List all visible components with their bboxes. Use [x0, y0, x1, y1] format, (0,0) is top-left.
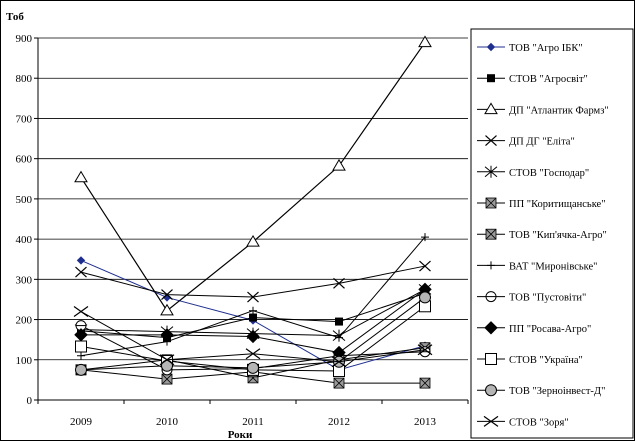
legend-label: ВАТ "Миронівське" [509, 261, 597, 272]
data-point-marker [487, 74, 495, 83]
data-point-marker [333, 277, 345, 289]
data-point-marker [484, 165, 498, 178]
legend-entry: СТОВ "Господар" [477, 165, 589, 179]
data-point-marker [247, 291, 259, 303]
y-tick-label: 500 [16, 194, 33, 206]
y-tick-label: 700 [16, 113, 33, 125]
legend: ТОВ "Агро ІБК" СТОВ "Агросвіт" ДП "Атланти… [477, 42, 609, 428]
data-point-marker [76, 256, 86, 265]
series-10 [74, 282, 432, 360]
axes: 0 100 200 300 400 500 600 700 800 900 2009 2010 2011… [16, 33, 469, 428]
legend-entry: ТОВ "Пустовіти" [477, 291, 586, 304]
legend-entry: СТОВ "Зоря" [477, 415, 569, 428]
data-point-marker [484, 102, 498, 115]
data-point-marker [485, 384, 497, 397]
data-point-marker [75, 266, 87, 278]
y-tick-label: 400 [16, 234, 33, 246]
data-point-marker [485, 197, 497, 209]
data-point-marker [160, 303, 174, 316]
legend-label: ТОВ "Агро ІБК" [509, 43, 583, 54]
y-tick-label: 600 [16, 154, 33, 166]
series-layer [73, 35, 433, 389]
data-point-marker [246, 329, 260, 344]
x-tick-label: 2012 [328, 416, 350, 428]
series-13 [73, 306, 433, 368]
data-point-marker [161, 289, 173, 301]
x-tick-label: 2010 [156, 416, 179, 428]
data-point-marker [419, 260, 431, 272]
data-point-marker [245, 348, 261, 360]
data-point-marker [484, 321, 498, 335]
legend-label: ДП ДГ "Еліта" [509, 137, 575, 148]
data-point-marker [485, 353, 497, 365]
x-tick-label: 2013 [414, 416, 437, 428]
data-point-marker [75, 363, 87, 376]
data-point-marker [249, 306, 257, 315]
y-axis-title: Тоб [6, 11, 24, 23]
legend-label: ТОВ "Кип'ячка-Агро" [509, 230, 607, 241]
legend-box [470, 28, 634, 439]
legend-entry: ПП "Росава-Агро" [477, 321, 591, 335]
legend-label: СТОВ "Україна" [509, 355, 583, 366]
series-8 [77, 233, 429, 360]
data-point-marker [335, 317, 343, 326]
legend-label: ДП "Атлантик Фармз" [509, 105, 609, 116]
data-point-marker [483, 415, 499, 427]
data-point-marker [160, 328, 174, 342]
y-tick-label: 300 [16, 274, 33, 286]
data-point-marker [331, 356, 347, 368]
data-point-marker [247, 361, 259, 374]
x-tick-label: 2011 [242, 416, 264, 428]
legend-label: ПП "Коритищанське" [509, 199, 605, 210]
data-point-marker [332, 158, 346, 171]
legend-entry: ТОВ "Агро ІБК" [477, 42, 583, 54]
data-point-marker [421, 233, 429, 242]
y-tick-label: 100 [16, 355, 33, 367]
data-point-marker [485, 291, 497, 303]
data-point-marker [249, 313, 257, 322]
legend-entry: СТОВ "Україна" [477, 353, 583, 366]
legend-label: СТОВ "Агросвіт" [509, 74, 588, 85]
series-3 [74, 35, 432, 316]
gridlines [38, 37, 468, 361]
data-point-marker [418, 35, 432, 48]
data-point-marker [485, 228, 497, 240]
y-tick-label: 900 [16, 33, 33, 45]
data-point-marker [77, 351, 85, 360]
y-tick-label: 0 [27, 395, 33, 407]
y-tick-label: 800 [16, 73, 33, 85]
data-point-marker [74, 170, 88, 183]
data-point-marker [73, 306, 89, 317]
legend-entry: ДП "Атлантик Фармз" [477, 102, 609, 116]
legend-entry: ТОВ "Зерноінвест-Д" [477, 384, 605, 397]
data-point-marker [159, 354, 175, 366]
data-point-marker [486, 42, 496, 52]
data-point-marker [75, 340, 87, 353]
data-point-marker [419, 377, 431, 389]
data-point-marker [246, 234, 260, 247]
legend-entry: СТОВ "Агросвіт" [477, 74, 588, 85]
legend-label: ПП "Росава-Агро" [509, 324, 591, 335]
x-axis-title: Роки [228, 429, 253, 441]
legend-label: ТОВ "Пустовіти" [509, 293, 586, 304]
legend-entry: ПП "Коритищанське" [477, 197, 605, 210]
data-point-marker [487, 261, 495, 270]
legend-entry: ТОВ "Кип'ячка-Агро" [477, 228, 607, 241]
data-point-marker [419, 291, 431, 304]
data-point-marker [335, 333, 343, 342]
data-point-marker [333, 377, 345, 389]
legend-label: СТОВ "Господар" [509, 168, 589, 179]
legend-entry: ДП ДГ "Еліта" [477, 135, 575, 148]
x-tick-label: 2009 [70, 416, 93, 428]
y-tick-label: 200 [16, 315, 33, 327]
data-point-marker [485, 135, 497, 147]
legend-label: ТОВ "Зерноінвест-Д" [509, 386, 605, 397]
legend-label: СТОВ "Зоря" [509, 417, 569, 428]
series-4 [75, 260, 431, 303]
data-point-marker [161, 373, 173, 385]
legend-entry: ВАТ "Миронівське" [477, 261, 597, 272]
data-point-marker [417, 344, 433, 356]
